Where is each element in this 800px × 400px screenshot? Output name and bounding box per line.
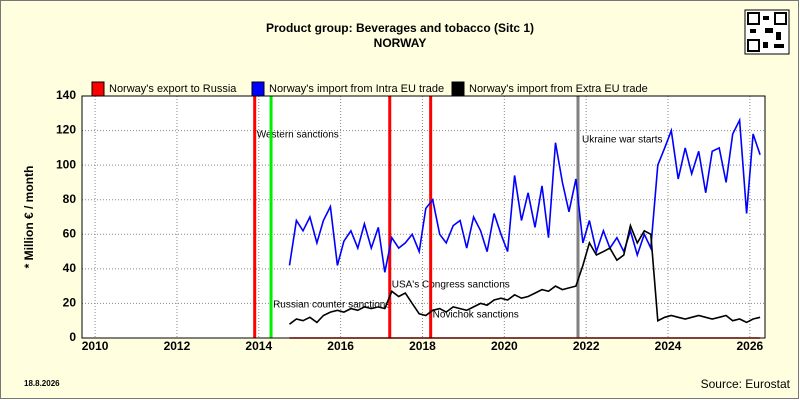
legend-swatch [91,81,105,97]
legend-swatch [451,81,465,97]
x-tick-label: 2016 [327,339,354,353]
y-tick-label: 120 [56,123,76,137]
x-tick-label: 2010 [82,339,109,353]
event-label: Russian counter sanctions [273,300,390,311]
plot-frame [81,95,766,339]
x-tick-label: 2018 [409,339,436,353]
event-label: Western sanctions [257,130,339,141]
legend-label: Norway's export to Russia [109,83,237,95]
event-label: Ukraine war starts [582,135,663,146]
legend-label: Norway's import from Intra EU trade [269,83,444,95]
y-tick-label: 80 [63,192,77,206]
date: 18.8.2026 [24,379,60,388]
event-label: USA's Congress sanctions [392,280,510,291]
qr-code [744,9,790,55]
y-axis-label: * Million € / month [22,166,36,269]
legend-swatch [251,81,265,97]
source: Source: Eurostat [701,377,791,391]
event-label: Novichok sanctions [433,310,519,321]
series-line [289,222,761,325]
y-tick-label: 40 [63,261,77,275]
x-tick-label: 2014 [245,339,272,353]
y-tick-label: 0 [69,330,76,344]
y-tick-label: 100 [56,157,76,171]
y-tick-label: 20 [63,296,77,310]
y-tick-label: 140 [56,88,76,102]
x-tick-label: 2020 [491,339,518,353]
x-tick-label: 2022 [573,339,600,353]
chart-title: Product group: Beverages and tobacco (Si… [266,21,534,35]
series-line [288,117,761,273]
y-tick-label: 60 [63,226,77,240]
chart-subtitle: NORWAY [374,36,427,50]
x-tick-label: 2012 [164,339,191,353]
x-tick-label: 2026 [737,339,764,353]
legend-label: Norway's import from Extra EU trade [469,83,648,95]
x-tick-label: 2024 [655,339,682,353]
plot-area [82,96,765,338]
